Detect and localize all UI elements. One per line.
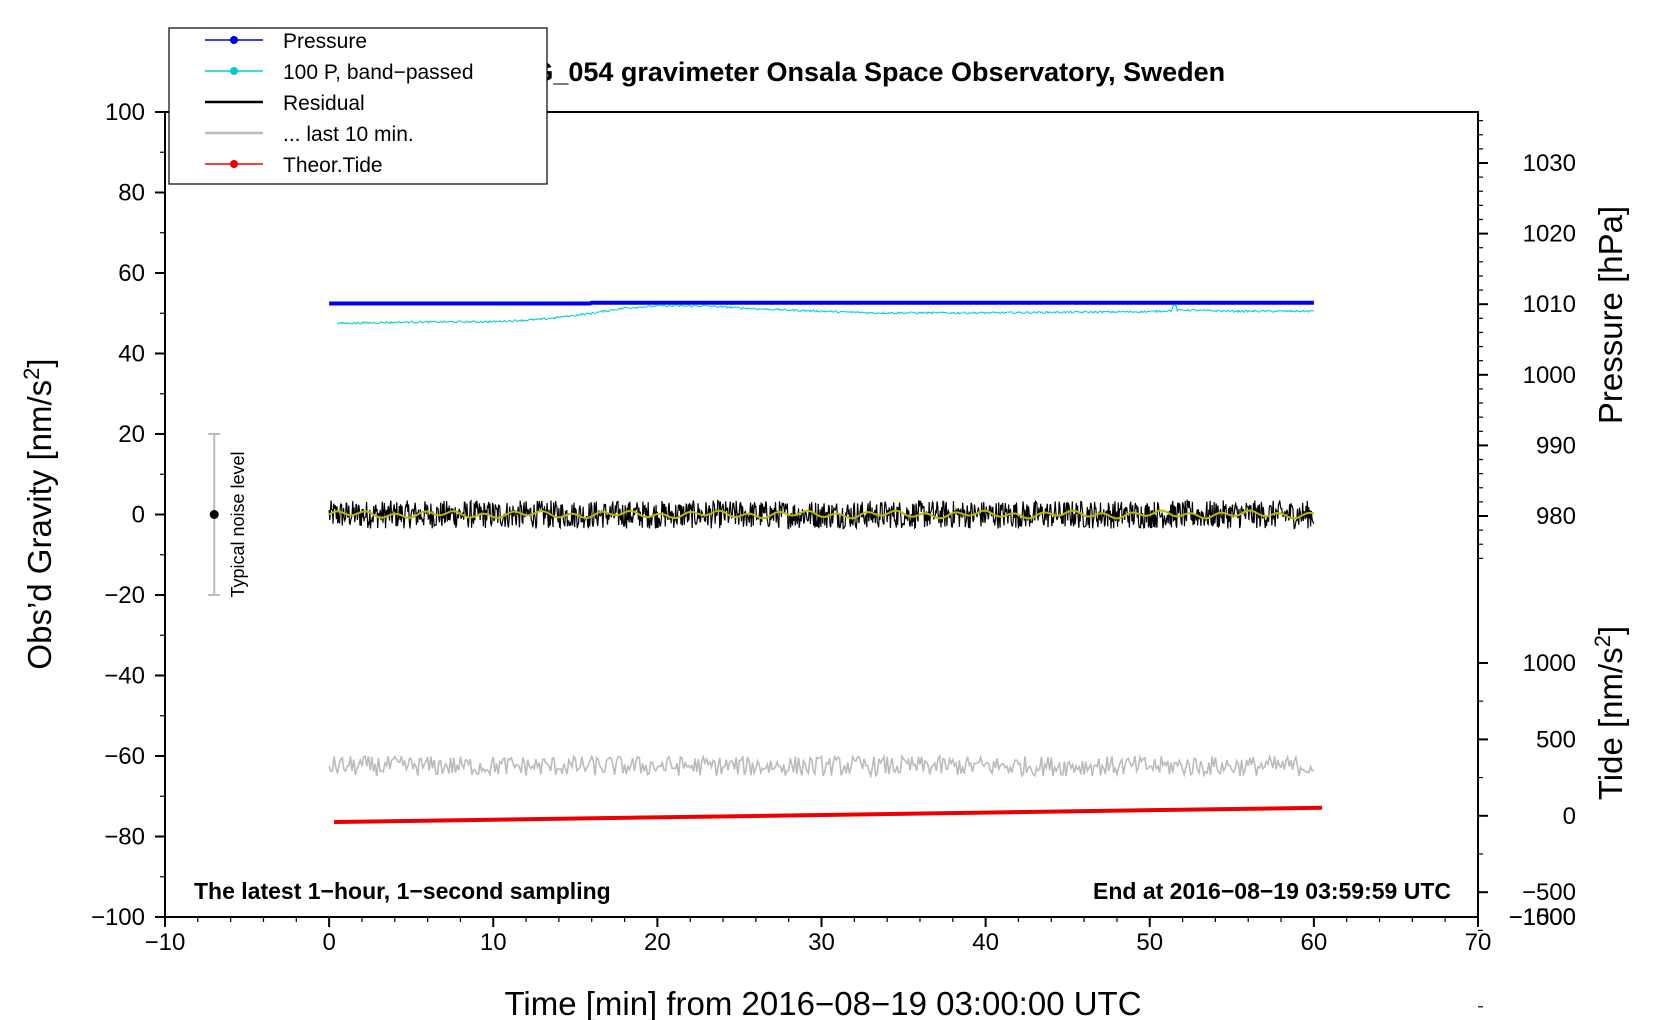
- y-tick-label: 80: [118, 180, 145, 207]
- tide-label-sup: 2: [1590, 635, 1615, 647]
- y-tick-label: 100: [105, 99, 145, 126]
- y-axis-tide: −1500−1000−500 0 500 1000: [1478, 650, 1576, 1008]
- legend-box: [168, 27, 548, 185]
- legend-item-pressure: Pressure: [205, 30, 367, 53]
- x-tick-label: 10: [480, 929, 507, 956]
- x-tick-label: 20: [644, 929, 671, 956]
- y-tick-label: −100: [91, 904, 145, 931]
- series-residual: [328, 498, 1315, 531]
- annotation-right: End at 2016−08−19 03:59:59 UTC: [1093, 878, 1451, 904]
- pressure-tick-label: 1000: [1523, 362, 1576, 389]
- noise-bar: Typical noise level: [208, 433, 248, 598]
- legend-marker-pressure: [230, 36, 238, 44]
- legend-item-last-10-min: ... last 10 min.: [205, 123, 414, 146]
- x-axis: −10 0 10 20 30 40 50 60 70: [145, 917, 1492, 956]
- y-axis-pressure: 980 990 1000 1010 1020 1030: [1478, 120, 1576, 559]
- y-tick-label: 40: [118, 341, 145, 368]
- series-residual-smoothed: [328, 509, 1315, 520]
- pressure-tick-label: 1010: [1523, 291, 1576, 318]
- x-tick-label: 70: [1465, 929, 1492, 956]
- noise-bar-center-dot: [209, 510, 219, 519]
- pressure-tick-label: 980: [1536, 503, 1576, 530]
- x-tick-label: 0: [322, 929, 335, 956]
- legend-item-band-passed: 100 P, band−passed: [205, 61, 474, 84]
- x-tick-label: 50: [1136, 929, 1163, 956]
- tide-tick-label: 500: [1536, 726, 1576, 753]
- tide-tick-label: −1500: [1509, 904, 1576, 931]
- legend-marker-theor-tide: [230, 160, 238, 168]
- legend-label-residual: Residual: [283, 92, 365, 115]
- y-axis-left: −100 −80 −60 −40 −20 0 20 40 60 80 100: [91, 99, 165, 931]
- legend-marker-band-passed: [230, 67, 238, 75]
- tide-tick-label: 1000: [1523, 650, 1576, 677]
- legend-item-theor-tide: Theor.Tide: [205, 154, 383, 177]
- x-axis-label: Time [min] from 2016−08−19 03:00:00 UTC: [504, 985, 1141, 1020]
- y-left-label-close: ]: [21, 358, 58, 367]
- tide-label-main: Tide [nm/s: [1592, 647, 1629, 800]
- noise-bar-label: Typical noise level: [228, 451, 248, 597]
- annotation-left: The latest 1−hour, 1−second sampling: [194, 878, 611, 904]
- legend-label-theor-tide: Theor.Tide: [283, 154, 383, 177]
- tide-tick-label: −1000: [1509, 904, 1576, 931]
- pressure-tick-label: 1020: [1523, 221, 1576, 248]
- y-axis-left-label: Obs’d Gravity [nm/s2]: [19, 358, 58, 669]
- series-pressure: [329, 300, 1314, 306]
- y-axis-pressure-label: Pressure [hPa]: [1592, 206, 1629, 424]
- x-tick-label: −10: [145, 929, 186, 956]
- series-theoretical-tide: [334, 805, 1323, 825]
- series-pressure-band-passed: [336, 303, 1315, 325]
- chart-title: SCG_054 gravimeter Onsala Space Observat…: [495, 57, 1225, 87]
- y-left-label-main: Obs’d Gravity [nm/s: [21, 380, 58, 670]
- series-last-10-min: [328, 753, 1315, 780]
- x-tick-label: 40: [972, 929, 999, 956]
- y-tick-label: −40: [104, 663, 145, 690]
- y-axis-tide-label: Tide [nm/s2]: [1590, 626, 1629, 800]
- pressure-tick-label: 990: [1536, 432, 1576, 459]
- tide-tick-label: −500: [1522, 879, 1576, 906]
- y-tick-label: −60: [104, 743, 145, 770]
- pressure-tick-label: 1030: [1523, 150, 1576, 177]
- x-tick-label: 30: [808, 929, 835, 956]
- y-tick-label: 20: [118, 421, 145, 448]
- legend: Pressure 100 P, band−passed Residual ...…: [168, 27, 548, 185]
- legend-label-pressure: Pressure: [283, 30, 367, 53]
- legend-label-last-10-min: ... last 10 min.: [283, 123, 414, 146]
- y-tick-label: 60: [118, 260, 145, 287]
- tide-label-close: ]: [1592, 626, 1629, 635]
- y-tick-label: 0: [132, 502, 145, 529]
- legend-item-residual: Residual: [205, 92, 365, 115]
- y-tick-label: −80: [104, 824, 145, 851]
- y-tick-label: −20: [104, 582, 145, 609]
- tide-tick-label: 0: [1563, 803, 1576, 830]
- y-left-label-sup: 2: [19, 368, 44, 380]
- x-tick-label: 60: [1301, 929, 1328, 956]
- legend-label-band-passed: 100 P, band−passed: [283, 61, 474, 84]
- series-layer: [328, 300, 1323, 825]
